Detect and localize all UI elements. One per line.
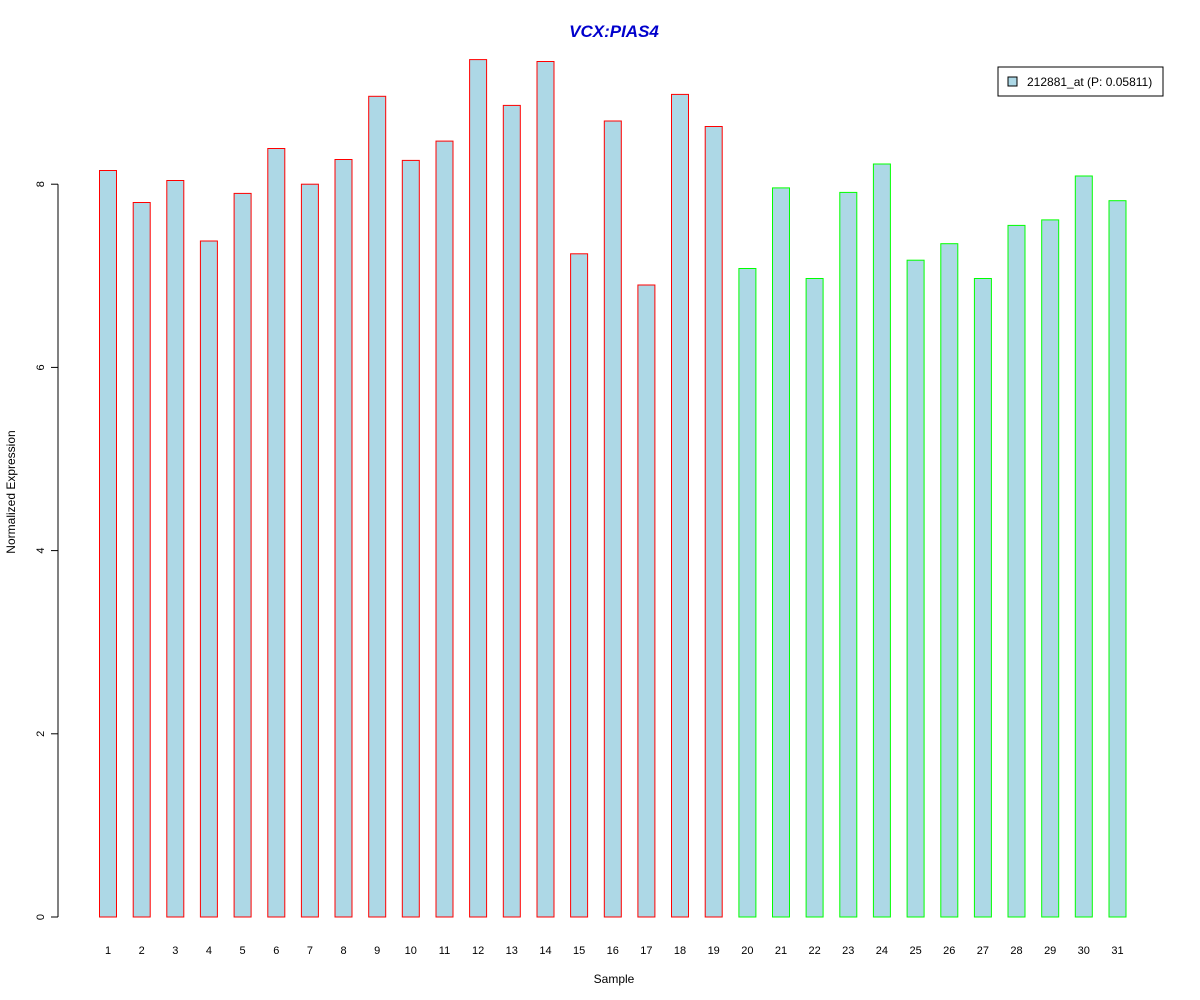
- y-tick-label: 6: [35, 364, 47, 370]
- bar-sample-1: [99, 170, 117, 918]
- x-tick-label: 20: [741, 945, 753, 957]
- bar-sample-12: [469, 59, 488, 918]
- x-tick-label: 10: [405, 945, 417, 957]
- y-tick-label: 4: [35, 548, 47, 554]
- bars: [99, 59, 1127, 918]
- bar-sample-26: [940, 243, 959, 918]
- x-tick-label: 31: [1111, 945, 1123, 957]
- chart-title: VCX:PIAS4: [569, 22, 659, 41]
- legend: 212881_at (P: 0.05811): [997, 66, 1164, 97]
- x-tick-label: 2: [139, 945, 145, 957]
- bar-sample-24: [872, 163, 891, 918]
- x-tick-label: 30: [1078, 945, 1090, 957]
- bar-sample-5: [233, 192, 252, 918]
- y-tick-label: 8: [35, 181, 47, 187]
- x-tick-label: 24: [876, 945, 888, 957]
- x-tick-label: 7: [307, 945, 313, 957]
- x-tick-label: 14: [539, 945, 551, 957]
- bar-sample-13: [502, 104, 521, 918]
- x-tick-label: 16: [607, 945, 619, 957]
- legend-box: [997, 66, 1164, 97]
- bar-sample-7: [300, 183, 319, 918]
- legend-label: 212881_at (P: 0.05811): [1027, 75, 1152, 89]
- bar-sample-23: [839, 191, 858, 918]
- x-tick-label: 12: [472, 945, 484, 957]
- x-tick-label: 18: [674, 945, 686, 957]
- bar-sample-9: [368, 95, 387, 918]
- x-tick-label: 13: [506, 945, 518, 957]
- bar-sample-22: [805, 278, 824, 918]
- x-tick-label: 1: [105, 945, 111, 957]
- y-tick-label: 0: [35, 914, 47, 920]
- bar-sample-18: [671, 93, 689, 918]
- x-tick-label: 5: [240, 945, 246, 957]
- bar-sample-11: [435, 140, 454, 918]
- bar-sample-20: [738, 268, 757, 918]
- bar-sample-31: [1108, 200, 1127, 918]
- bar-sample-8: [334, 159, 353, 918]
- bar-sample-6: [267, 148, 286, 918]
- bar-sample-3: [166, 180, 185, 918]
- x-tick-label: 27: [977, 945, 989, 957]
- x-tick-label: 17: [640, 945, 652, 957]
- x-tick-label: 19: [708, 945, 720, 957]
- x-tick-label: 23: [842, 945, 854, 957]
- bar-sample-30: [1074, 175, 1093, 918]
- x-tick-label: 28: [1010, 945, 1022, 957]
- y-tick-label: 2: [35, 731, 47, 737]
- x-tick-label: 21: [775, 945, 787, 957]
- bar-sample-21: [772, 187, 790, 918]
- x-axis-label: Sample: [594, 972, 635, 986]
- bar-sample-14: [536, 61, 555, 918]
- bar-sample-4: [199, 240, 218, 918]
- bar-sample-10: [401, 159, 420, 918]
- legend-swatch: [1007, 76, 1018, 87]
- bar-sample-2: [132, 202, 151, 918]
- x-tick-label: 11: [439, 945, 450, 957]
- bar-sample-16: [603, 120, 622, 918]
- bar-sample-19: [704, 126, 723, 918]
- x-tick-label: 26: [943, 945, 955, 957]
- x-tick-label: 29: [1044, 945, 1056, 957]
- x-tick-label: 15: [573, 945, 585, 957]
- bar-sample-17: [637, 284, 656, 918]
- x-tick-labels: 1 2 3 4 5 6 7 8 9 10 11 12 13 14 15 16 17 18 19 20 21 22 23 24 2…: [105, 945, 1124, 957]
- bar-sample-28: [1007, 224, 1026, 918]
- bar-sample-29: [1041, 219, 1060, 918]
- bar-sample-27: [973, 278, 992, 918]
- bar-sample-25: [906, 259, 925, 918]
- x-tick-label: 25: [909, 945, 921, 957]
- y-axis: 0 2 4 6 8: [35, 181, 59, 920]
- x-tick-label: 3: [172, 945, 178, 957]
- x-tick-label: 4: [206, 945, 212, 957]
- x-tick-label: 6: [273, 945, 279, 957]
- x-tick-label: 9: [374, 945, 380, 957]
- y-axis-label: Normalized Expression: [4, 430, 18, 553]
- x-tick-label: 8: [340, 945, 346, 957]
- x-tick-label: 22: [808, 945, 820, 957]
- bar-sample-15: [570, 253, 589, 918]
